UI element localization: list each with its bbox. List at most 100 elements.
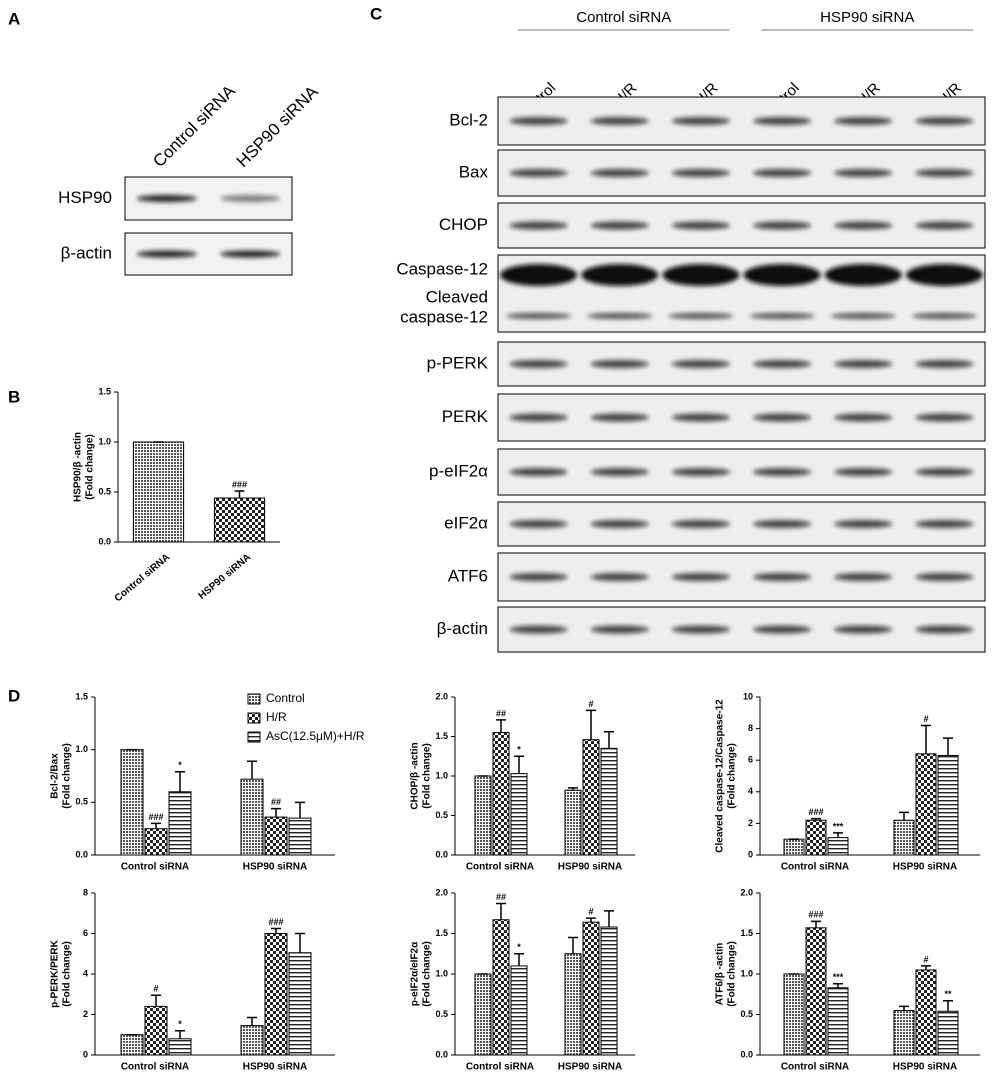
bar bbox=[288, 817, 312, 856]
error-bar bbox=[943, 999, 953, 1012]
bar bbox=[600, 926, 618, 1056]
panel-label: D bbox=[8, 686, 20, 705]
blot-band bbox=[509, 468, 568, 476]
y-axis-label: (Fold change) bbox=[85, 434, 96, 500]
significance: # bbox=[588, 699, 593, 709]
error-bar bbox=[234, 490, 245, 498]
panel-label: C bbox=[370, 4, 382, 23]
bar bbox=[474, 973, 492, 1056]
blot-band bbox=[590, 117, 649, 125]
bar bbox=[600, 747, 618, 856]
y-tick-label: 8 bbox=[748, 723, 753, 733]
y-tick-label: 0.0 bbox=[98, 536, 111, 546]
bar bbox=[510, 773, 528, 856]
error-bar bbox=[586, 709, 596, 740]
bar bbox=[168, 791, 192, 856]
blot-band bbox=[752, 169, 812, 177]
blot-band bbox=[220, 250, 281, 258]
panel-label: B bbox=[8, 387, 20, 406]
row-label: β-actin bbox=[437, 619, 488, 638]
blot-band bbox=[743, 264, 821, 286]
blot-band bbox=[509, 169, 568, 177]
error-bar bbox=[811, 920, 821, 928]
blot-band bbox=[915, 413, 974, 422]
bar bbox=[510, 965, 528, 1056]
blot-band bbox=[220, 195, 281, 202]
bar bbox=[264, 933, 288, 1056]
y-axis-label: HSP90/β -actin bbox=[73, 432, 84, 502]
legend-label: Control bbox=[266, 691, 305, 705]
row-label: Caspase-12 bbox=[396, 259, 488, 278]
blot-band bbox=[824, 264, 902, 286]
bar bbox=[144, 1005, 168, 1056]
blot-band bbox=[671, 520, 731, 528]
blot-band bbox=[590, 625, 649, 634]
y-tick-label: 4 bbox=[748, 786, 753, 796]
y-axis-label: CHOP/β -actin bbox=[410, 742, 421, 809]
row-label: ATF6 bbox=[448, 566, 488, 585]
blot-band bbox=[136, 195, 197, 202]
legend-key bbox=[247, 693, 261, 705]
bar bbox=[582, 921, 600, 1056]
bar bbox=[915, 969, 937, 1056]
y-tick-label: 0.5 bbox=[75, 797, 88, 807]
significance: ### bbox=[808, 807, 823, 817]
row-label: HSP90 bbox=[58, 188, 112, 207]
row-label: Cleaved bbox=[426, 287, 488, 306]
y-tick-label: 0.0 bbox=[740, 1049, 753, 1059]
blot-band bbox=[915, 117, 974, 125]
blot-band bbox=[671, 625, 731, 634]
blot-band bbox=[668, 313, 734, 319]
y-axis-label: (Fold change) bbox=[727, 743, 738, 809]
y-axis-label: (Fold change) bbox=[422, 941, 433, 1007]
blot-band bbox=[752, 573, 812, 581]
blot-band bbox=[671, 221, 731, 230]
blot-box bbox=[497, 202, 986, 249]
y-tick-label: 0.0 bbox=[435, 849, 448, 859]
blot-band bbox=[509, 360, 568, 368]
error-bar bbox=[295, 932, 305, 953]
significance: ### bbox=[148, 812, 163, 822]
x-tick-label: HSP90 siRNA bbox=[243, 1062, 307, 1073]
y-tick-label: 0.5 bbox=[435, 810, 448, 820]
x-tick-label: HSP90 siRNA bbox=[558, 1062, 622, 1073]
bar bbox=[474, 775, 492, 856]
error-bar bbox=[247, 1016, 257, 1026]
x-tick-label: HSP90 siRNA bbox=[893, 862, 957, 873]
row-label: Bax bbox=[459, 162, 489, 181]
y-tick-label: 2 bbox=[748, 818, 753, 828]
significance: * bbox=[517, 745, 521, 755]
bar bbox=[805, 927, 827, 1056]
x-tick-label: Control siRNA bbox=[466, 1062, 534, 1073]
bar bbox=[783, 838, 805, 856]
legend-label: H/R bbox=[266, 710, 287, 724]
blot-band bbox=[752, 360, 812, 368]
blot-band bbox=[752, 117, 812, 125]
y-tick-label: 1.0 bbox=[435, 770, 448, 780]
legend-key bbox=[247, 731, 261, 743]
blot-band bbox=[915, 221, 974, 230]
blot-band bbox=[671, 573, 731, 581]
y-axis-label: (Fold change) bbox=[62, 743, 73, 809]
x-tick-label: HSP90 siRNA bbox=[243, 862, 307, 873]
blot-band bbox=[509, 520, 568, 528]
row-label: β-actin bbox=[61, 243, 112, 262]
error-bar bbox=[247, 760, 257, 780]
blot-band bbox=[915, 520, 974, 528]
y-axis-label: p-PERK/PERK bbox=[50, 939, 61, 1008]
significance: ** bbox=[944, 989, 952, 999]
bar bbox=[827, 837, 849, 856]
blot-band bbox=[671, 117, 731, 125]
significance: # bbox=[588, 906, 593, 916]
error-bar bbox=[271, 927, 281, 934]
error-bar bbox=[921, 724, 931, 754]
y-tick-label: 1.5 bbox=[435, 731, 448, 741]
x-tick-label: HSP90 siRNA bbox=[558, 862, 622, 873]
error-bar bbox=[514, 755, 524, 774]
y-tick-label: 2.0 bbox=[435, 887, 448, 897]
bar bbox=[827, 987, 849, 1056]
row-label: CHOP bbox=[439, 215, 488, 234]
y-axis-label: p-eIF2α/eIF2α bbox=[410, 941, 421, 1006]
blot-band bbox=[905, 264, 983, 286]
blot-band bbox=[509, 625, 568, 634]
